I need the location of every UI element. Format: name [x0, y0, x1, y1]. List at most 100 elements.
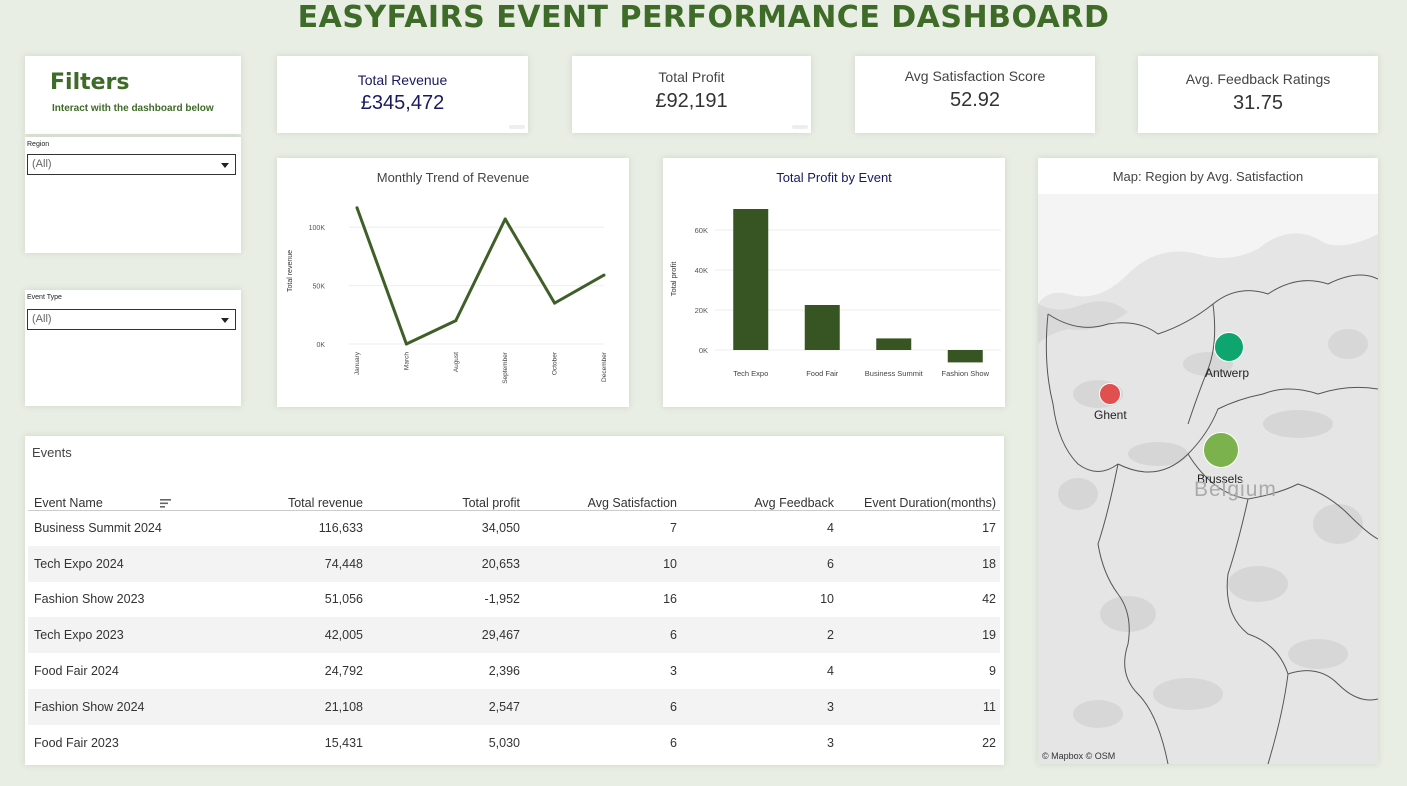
map-marker-brussels[interactable]: [1203, 432, 1239, 468]
table-cell: 5,030: [488, 735, 520, 750]
bar-xtick-label: Tech Expo: [733, 369, 768, 378]
region-map-panel: Map: Region by Avg. Satisfaction: [1038, 158, 1378, 764]
table-row[interactable]: Business Summit 2024 116,633 34,050 7 4 17: [28, 510, 1000, 546]
line-point[interactable]: [355, 206, 359, 210]
line-point[interactable]: [404, 342, 408, 346]
map-base: [1038, 194, 1378, 764]
line-xtick-label: October: [552, 351, 559, 375]
profit-by-event-chart[interactable]: Total Profit by Event 60K 40K 20K 0K Total p…: [663, 158, 1005, 407]
table-cell: 10: [524, 545, 681, 582]
events-table-panel: Events Event Name Total revenue Total pr…: [25, 436, 1004, 765]
map-city-label: Antwerp: [1205, 366, 1250, 380]
line-chart-svg: 100K 50K 0K Total revenue January March August…: [287, 206, 608, 384]
table-cell: Fashion Show 2024: [28, 688, 203, 725]
bar-xtick-label: Food Fair: [806, 369, 839, 378]
filters-title: Filters: [50, 70, 130, 95]
table-cell: 51,056: [324, 592, 363, 607]
col-total-revenue[interactable]: Total revenue: [203, 492, 367, 511]
events-table-title: Events: [32, 445, 72, 460]
kpi-total-revenue[interactable]: Total Revenue £345,472: [277, 56, 528, 133]
table-cell: 29,467: [367, 617, 524, 654]
kpi-revenue-value: £345,472: [360, 92, 445, 114]
table-cell: Business Summit 2024: [34, 521, 162, 536]
region-select[interactable]: (All): [27, 154, 236, 175]
line-point[interactable]: [602, 273, 606, 277]
map-credit: © Mapbox © OSM: [1042, 751, 1116, 761]
kpi-avg-feedback[interactable]: Avg. Feedback Ratings 31.75: [1138, 56, 1378, 133]
region-filter: Region (All): [25, 137, 241, 253]
table-cell: 34,050: [481, 521, 520, 536]
kpi-total-profit[interactable]: Total Profit £92,191: [572, 56, 811, 133]
map-marker-ghent[interactable]: [1099, 383, 1121, 405]
table-header-row: Event Name Total revenue Total profit Av…: [28, 492, 1000, 511]
profit-bar[interactable]: [947, 350, 983, 363]
map-marker-antwerp[interactable]: [1214, 332, 1244, 362]
map-title: Map: Region by Avg. Satisfaction: [1112, 169, 1304, 184]
profit-bar[interactable]: [733, 209, 769, 350]
profit-bar[interactable]: [876, 338, 912, 350]
table-cell: 9: [989, 664, 996, 679]
table-row[interactable]: Tech Expo 2023 42,005 29,467 6 2 19: [28, 617, 1000, 654]
col-event-name-label: Event Name: [34, 495, 103, 510]
line-point[interactable]: [503, 217, 507, 221]
table-cell: Fashion Show 2023: [34, 592, 145, 607]
filters-header: Filters Interact with the dashboard belo…: [25, 56, 241, 134]
country-label: Belgium: [1194, 478, 1277, 501]
line-xtick-label: August: [453, 352, 460, 372]
profit-bar[interactable]: [804, 305, 840, 350]
scroll-indicator: [792, 125, 808, 129]
bar-ytick-label: 40K: [695, 266, 708, 275]
event-type-select-value: (All): [32, 313, 52, 325]
col-event-duration[interactable]: Event Duration(months): [838, 492, 1000, 511]
chevron-down-icon[interactable]: [221, 318, 229, 323]
event-type-filter: Event Type (All): [25, 290, 241, 406]
col-event-name[interactable]: Event Name: [28, 492, 203, 511]
table-cell: 24,792: [324, 664, 363, 679]
kpi-feedback-value: 31.75: [1232, 92, 1284, 114]
chevron-down-icon[interactable]: [221, 163, 229, 168]
events-table: Event Name Total revenue Total profit Av…: [28, 492, 1000, 761]
table-cell: -1,952: [484, 592, 520, 607]
region-filter-label: Region: [27, 141, 50, 148]
table-row[interactable]: Fashion Show 2023 51,056 -1,952 16 10 42: [28, 582, 1000, 618]
kpi-avg-satisfaction[interactable]: Avg Satisfaction Score 52.92: [855, 56, 1095, 133]
region-select-value: (All): [32, 158, 52, 170]
line-ylabel: Total revenue: [287, 250, 294, 292]
event-type-filter-label: Event Type: [27, 294, 62, 301]
table-cell: Food Fair 2023: [34, 735, 119, 750]
line-xtick-label: March: [403, 352, 410, 370]
line-ytick-label: 100K: [309, 225, 326, 232]
revenue-line[interactable]: [355, 207, 605, 346]
revenue-trend-chart[interactable]: Monthly Trend of Revenue 100K 50K 0K Total …: [277, 158, 629, 407]
kpi-profit-label: Total Profit: [658, 69, 725, 85]
bar-ytick-label: 20K: [695, 306, 708, 315]
bar-chart-title: Total Profit by Event: [776, 170, 892, 185]
col-avg-satisfaction[interactable]: Avg Satisfaction: [524, 492, 681, 511]
table-cell: 3: [681, 688, 838, 725]
line-point[interactable]: [454, 319, 458, 323]
table-cell: 2,547: [367, 688, 524, 725]
table-cell: 20,653: [367, 545, 524, 582]
bar-xtick-label: Business Summit: [865, 369, 924, 378]
col-total-profit[interactable]: Total profit: [367, 492, 524, 511]
table-cell: 42: [982, 592, 996, 607]
table-row[interactable]: Fashion Show 2024 21,108 2,547 6 3 11: [28, 688, 1000, 725]
table-cell: 3: [670, 664, 677, 679]
line-point[interactable]: [553, 301, 557, 305]
table-row[interactable]: Food Fair 2024 24,792 2,396 3 4 9: [28, 653, 1000, 689]
table-cell: 11: [838, 688, 1000, 725]
table-cell: Food Fair 2024: [34, 664, 119, 679]
map-city-label: Ghent: [1094, 408, 1127, 422]
table-cell: 18: [838, 545, 1000, 582]
table-cell: Tech Expo 2024: [28, 545, 203, 582]
event-type-select[interactable]: (All): [27, 309, 236, 330]
table-row[interactable]: Food Fair 2023 15,431 5,030 6 3 22: [28, 725, 1000, 761]
table-cell: 74,448: [203, 545, 367, 582]
table-cell: 6: [681, 545, 838, 582]
table-cell: 7: [670, 521, 677, 536]
table-row[interactable]: Tech Expo 2024 74,448 20,653 10 6 18: [28, 545, 1000, 582]
col-avg-feedback[interactable]: Avg Feedback: [681, 492, 838, 511]
sort-icon[interactable]: [160, 498, 172, 508]
region-map[interactable]: Antwerp Ghent Brussels Belgium © Mapbox © …: [1038, 194, 1378, 764]
table-cell: 42,005: [203, 617, 367, 654]
